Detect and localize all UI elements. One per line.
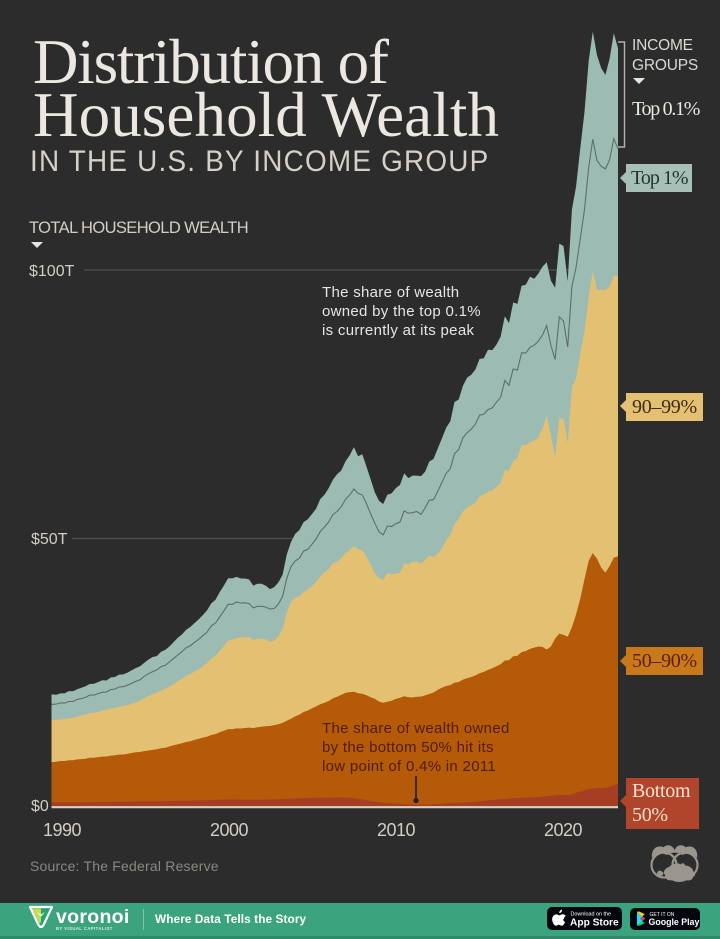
svg-text:Google Play: Google Play — [649, 917, 700, 927]
svg-text:Download on the: Download on the — [571, 912, 611, 918]
svg-text:GET IT ON: GET IT ON — [650, 912, 675, 918]
svg-text:App Store: App Store — [570, 918, 619, 929]
